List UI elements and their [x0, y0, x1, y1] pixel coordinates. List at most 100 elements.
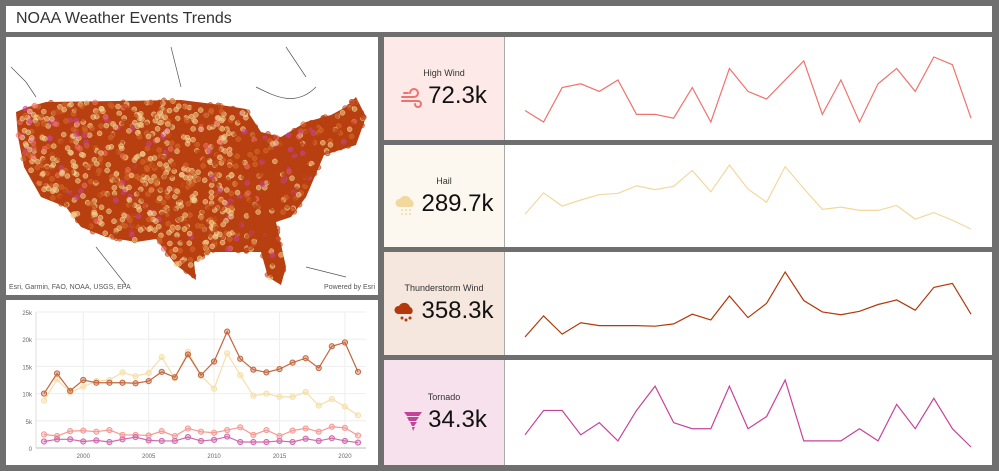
data-point[interactable]: [341, 403, 349, 410]
data-point[interactable]: [132, 434, 139, 441]
data-point[interactable]: [40, 390, 48, 397]
data-point[interactable]: [210, 358, 218, 365]
metric-card[interactable]: Hail 289.7k: [384, 145, 505, 247]
data-point[interactable]: [67, 428, 74, 435]
data-point[interactable]: [171, 437, 178, 445]
data-point[interactable]: [119, 436, 126, 443]
data-point[interactable]: [119, 431, 126, 439]
data-point[interactable]: [145, 369, 152, 377]
data-point[interactable]: [145, 437, 152, 444]
data-point[interactable]: [315, 364, 322, 372]
data-point[interactable]: [263, 390, 270, 397]
data-point[interactable]: [237, 355, 244, 362]
data-point[interactable]: [158, 428, 165, 435]
data-point[interactable]: [184, 351, 192, 358]
data-point[interactable]: [354, 412, 362, 419]
data-point[interactable]: [80, 427, 87, 434]
data-point[interactable]: [67, 387, 74, 394]
data-point[interactable]: [224, 433, 231, 440]
data-point[interactable]: [328, 395, 335, 403]
data-point[interactable]: [197, 372, 205, 379]
data-point[interactable]: [210, 429, 218, 436]
data-point[interactable]: [315, 428, 322, 435]
data-point[interactable]: [341, 437, 349, 445]
data-point[interactable]: [53, 436, 61, 443]
data-point[interactable]: [93, 437, 100, 444]
data-point[interactable]: [289, 359, 296, 366]
data-point[interactable]: [263, 438, 270, 446]
data-point[interactable]: [119, 379, 126, 386]
metric-card[interactable]: High Wind 72.3k: [384, 37, 505, 140]
data-point[interactable]: [224, 350, 231, 357]
data-point[interactable]: [53, 376, 61, 383]
data-point[interactable]: [237, 438, 244, 446]
data-point[interactable]: [276, 393, 283, 400]
event-marker: [212, 159, 218, 165]
data-point[interactable]: [197, 428, 205, 435]
data-point[interactable]: [132, 380, 139, 387]
data-point[interactable]: [210, 436, 218, 443]
data-point[interactable]: [289, 427, 296, 434]
data-point[interactable]: [80, 376, 87, 384]
data-point[interactable]: [40, 438, 48, 445]
data-point[interactable]: [210, 385, 218, 392]
data-point[interactable]: [158, 368, 165, 375]
data-point[interactable]: [250, 431, 257, 439]
data-point[interactable]: [302, 388, 309, 396]
weather-events-map[interactable]: Esri, Garmin, FAO, NOAA, USGS, EPA Power…: [6, 37, 378, 295]
data-point[interactable]: [93, 379, 100, 386]
data-point[interactable]: [197, 437, 205, 445]
data-point[interactable]: [315, 402, 322, 409]
data-point[interactable]: [302, 355, 309, 362]
map-canvas[interactable]: [6, 37, 378, 295]
data-point[interactable]: [302, 425, 309, 432]
data-point[interactable]: [106, 438, 113, 446]
data-point[interactable]: [302, 435, 309, 442]
data-point[interactable]: [158, 437, 165, 445]
data-point[interactable]: [119, 369, 126, 376]
data-point[interactable]: [67, 436, 74, 443]
data-point[interactable]: [263, 426, 270, 434]
data-point[interactable]: [328, 343, 335, 350]
data-point[interactable]: [250, 438, 257, 446]
data-point[interactable]: [158, 354, 165, 361]
data-point[interactable]: [276, 366, 283, 373]
data-point[interactable]: [328, 423, 335, 430]
powered-by-esri[interactable]: Powered by Esri: [324, 284, 375, 291]
data-point[interactable]: [237, 424, 244, 431]
data-point[interactable]: [132, 373, 139, 380]
data-point[interactable]: [106, 426, 113, 434]
data-point[interactable]: [289, 438, 296, 446]
data-point[interactable]: [184, 425, 192, 432]
data-point[interactable]: [224, 328, 231, 335]
data-point[interactable]: [145, 377, 152, 385]
data-point[interactable]: [328, 435, 335, 442]
data-point[interactable]: [171, 374, 178, 381]
data-point[interactable]: [250, 366, 257, 373]
data-point[interactable]: [354, 439, 362, 446]
data-point[interactable]: [341, 339, 349, 346]
data-point[interactable]: [354, 432, 362, 439]
data-point[interactable]: [93, 428, 100, 435]
data-point[interactable]: [40, 397, 48, 404]
event-marker: [345, 119, 352, 125]
data-point[interactable]: [53, 370, 61, 377]
data-point[interactable]: [80, 383, 87, 390]
metric-card[interactable]: Thunderstorm Wind 358.3k: [384, 252, 505, 355]
metric-card[interactable]: Tornado 34.3k: [384, 360, 505, 465]
data-point[interactable]: [354, 368, 362, 375]
data-point[interactable]: [80, 438, 87, 445]
data-point[interactable]: [276, 437, 283, 445]
data-point[interactable]: [250, 392, 257, 399]
event-marker: [87, 148, 94, 155]
data-point[interactable]: [224, 426, 231, 434]
event-marker: [159, 211, 165, 218]
data-point[interactable]: [315, 437, 322, 445]
data-point[interactable]: [289, 393, 296, 400]
data-point[interactable]: [237, 372, 244, 379]
data-point[interactable]: [40, 431, 48, 438]
data-point[interactable]: [341, 424, 349, 431]
data-point[interactable]: [184, 434, 192, 441]
data-point[interactable]: [263, 369, 270, 376]
data-point[interactable]: [106, 379, 113, 386]
